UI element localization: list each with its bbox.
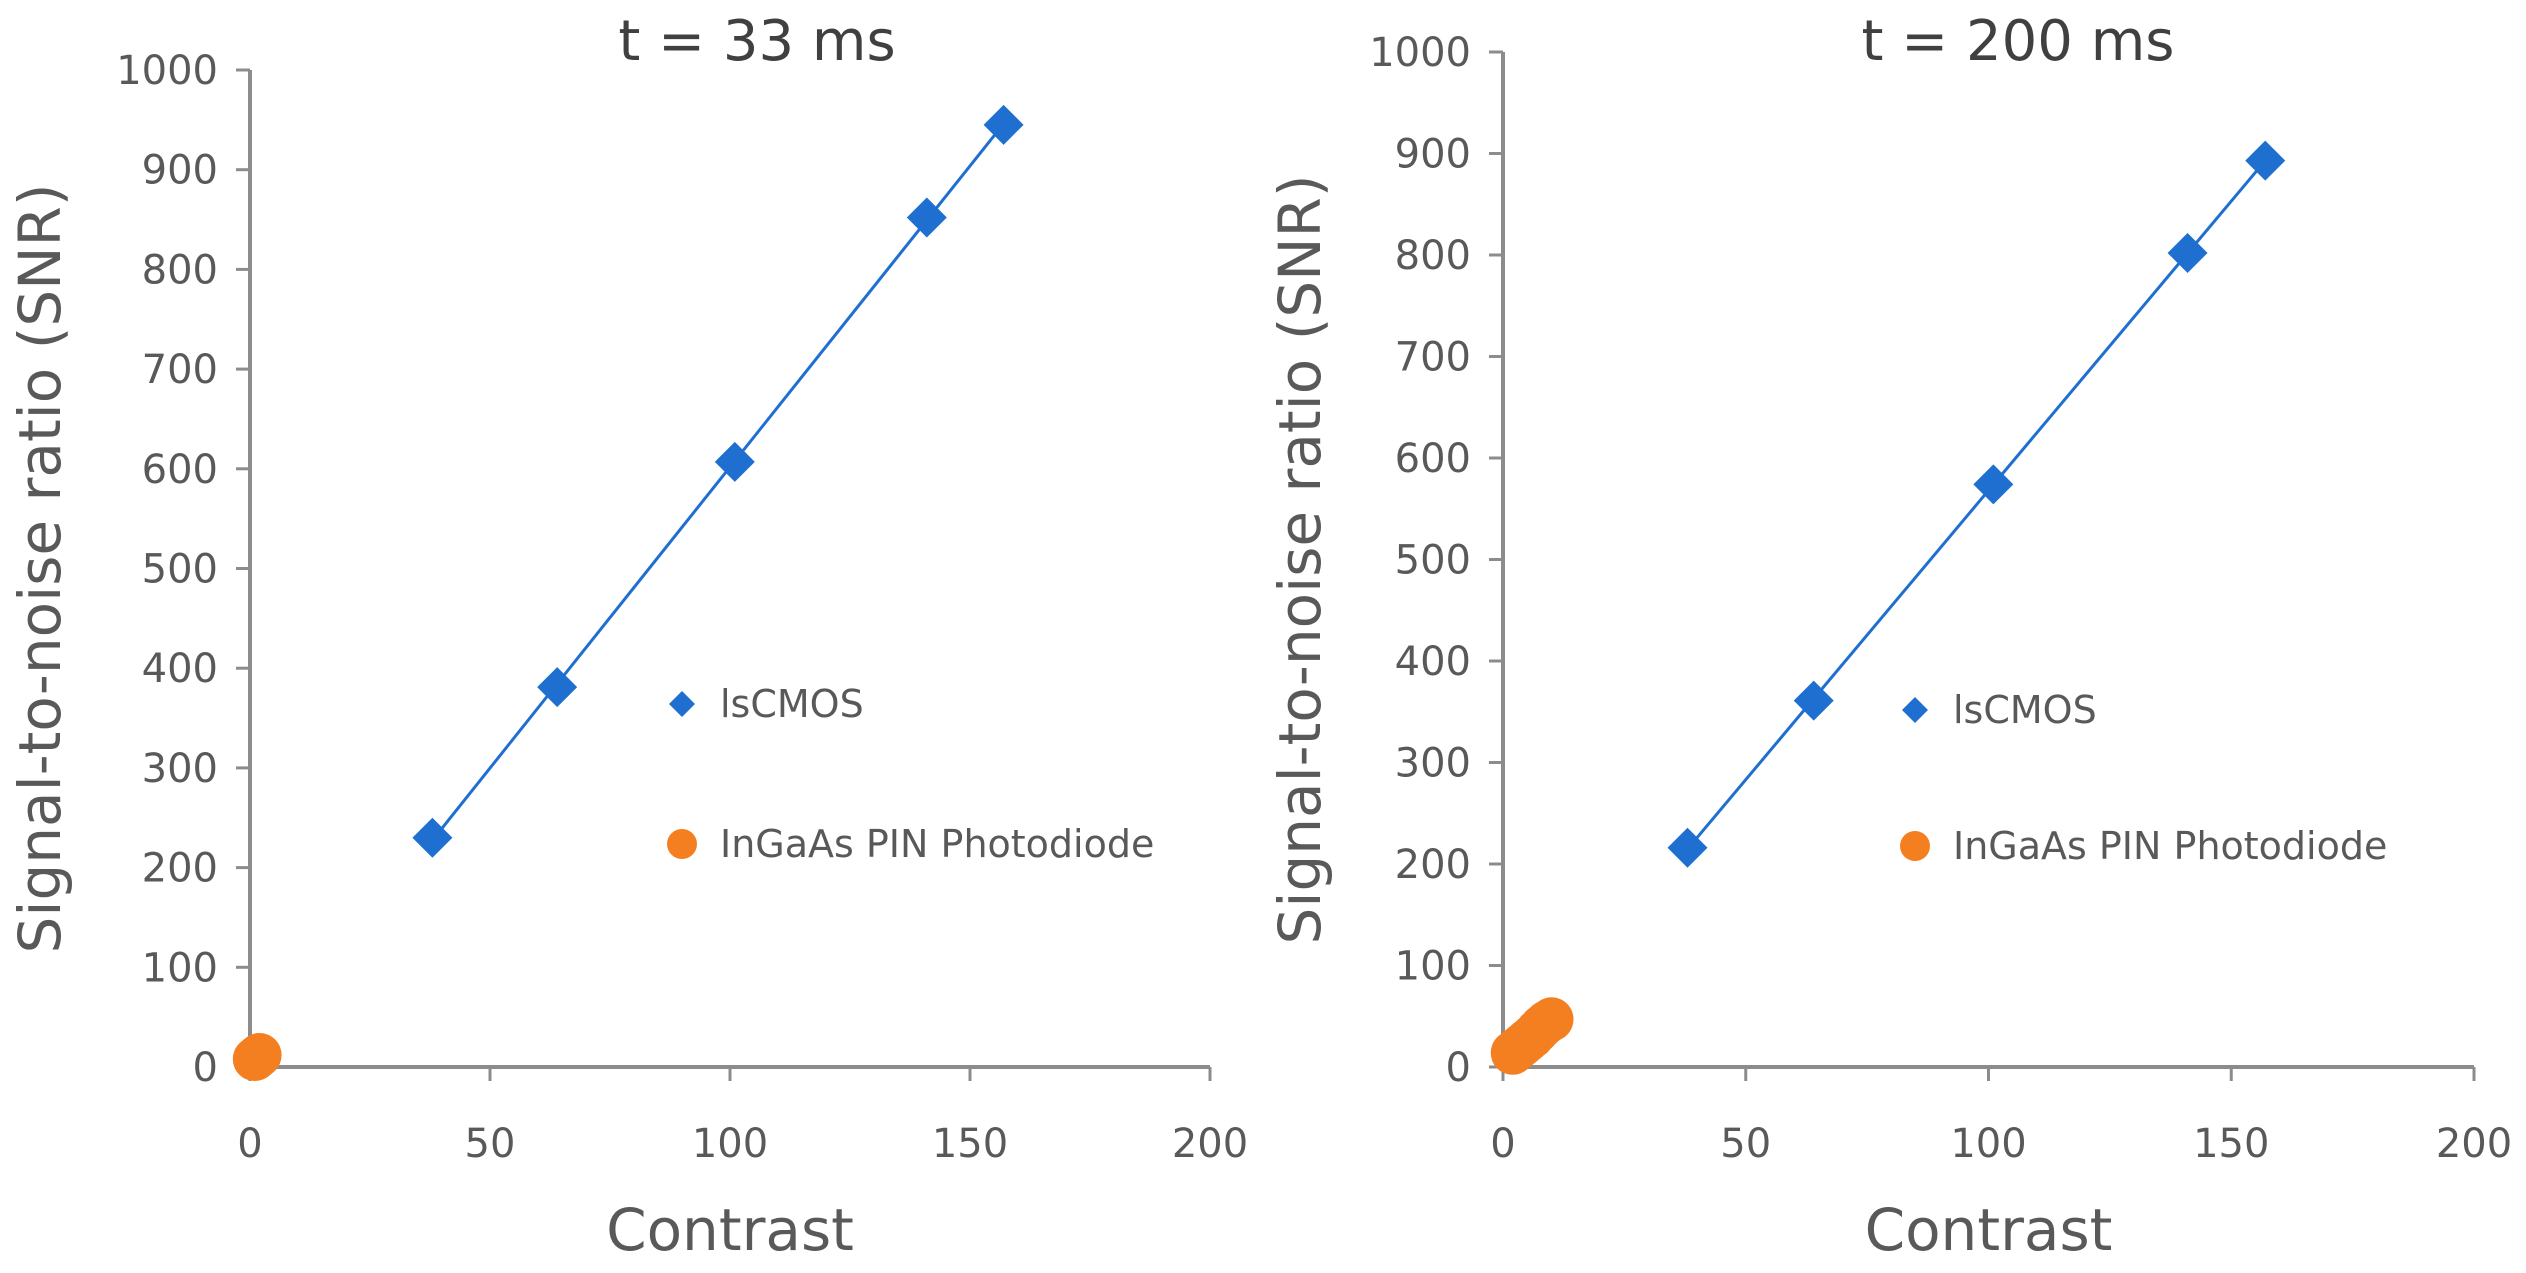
x-tick-label: 200	[2436, 1121, 2512, 1167]
y-tick-label: 100	[1395, 944, 1471, 990]
y-tick-label: 400	[1395, 639, 1471, 685]
y-tick-label: 500	[142, 547, 218, 593]
chart-left-33ms: t = 33 ms0100200300400500600700800900100…	[6, 9, 1248, 1264]
y-tick-label: 900	[142, 148, 218, 194]
x-tick-label: 0	[1490, 1121, 1515, 1167]
point-lscmos	[537, 667, 578, 708]
y-tick-label: 600	[1395, 436, 1471, 482]
y-tick-label: 0	[1446, 1045, 1471, 1091]
x-tick-label: 150	[2193, 1121, 2269, 1167]
point-lscmos	[983, 104, 1024, 145]
y-tick-label: 800	[142, 247, 218, 293]
x-tick-label: 0	[237, 1121, 262, 1167]
y-tick-label: 300	[1395, 741, 1471, 787]
legend-marker-lscmos	[1902, 697, 1928, 723]
chart-title: t = 200 ms	[1862, 9, 2175, 74]
x-tick-label: 150	[932, 1121, 1008, 1167]
y-tick-label: 700	[1395, 335, 1471, 381]
point-lscmos	[2245, 140, 2286, 181]
legend-label: InGaAs PIN Photodiode	[720, 822, 1154, 866]
y-tick-label: 0	[193, 1045, 218, 1091]
y-tick-label: 900	[1395, 132, 1471, 178]
y-axis-title: Signal-to-noise ratio (SNR)	[6, 184, 74, 954]
y-tick-label: 1000	[116, 48, 218, 94]
point-lscmos	[412, 817, 453, 858]
legend-marker-ingaas	[667, 829, 697, 859]
x-tick-label: 50	[1720, 1121, 1771, 1167]
x-tick-label: 100	[1950, 1121, 2026, 1167]
point-lscmos	[714, 441, 755, 482]
point-lscmos	[1973, 464, 2014, 505]
x-tick-label: 50	[465, 1121, 516, 1167]
point-ingaas	[237, 1033, 282, 1078]
point-ingaas	[1529, 997, 1574, 1042]
legend-label: InGaAs PIN Photodiode	[1953, 824, 2387, 868]
legend-label: lsCMOS	[720, 682, 864, 726]
point-lscmos	[1667, 827, 1708, 868]
y-tick-label: 600	[142, 447, 218, 493]
y-tick-label: 300	[142, 746, 218, 792]
x-tick-label: 200	[1172, 1121, 1248, 1167]
trendline-diamond	[1686, 159, 2267, 851]
y-tick-label: 200	[142, 846, 218, 892]
y-tick-label: 800	[1395, 233, 1471, 279]
legend-marker-lscmos	[669, 691, 695, 717]
point-lscmos	[906, 197, 947, 238]
y-tick-label: 200	[1395, 842, 1471, 888]
x-tick-label: 100	[692, 1121, 768, 1167]
legend-label: lsCMOS	[1953, 688, 2097, 732]
chart-right-200ms: t = 200 ms010020030040050060070080090010…	[1266, 9, 2512, 1264]
y-tick-label: 500	[1395, 538, 1471, 584]
x-axis-title: Contrast	[1865, 1196, 2113, 1264]
trendline-diamond	[431, 122, 1005, 842]
y-tick-label: 1000	[1369, 30, 1471, 76]
point-lscmos	[2167, 232, 2208, 273]
x-axis-title: Contrast	[606, 1196, 854, 1264]
y-axis-title: Signal-to-noise ratio (SNR)	[1266, 175, 1334, 945]
chart-title: t = 33 ms	[618, 9, 895, 74]
y-tick-label: 700	[142, 347, 218, 393]
point-lscmos	[1793, 680, 1834, 721]
y-tick-label: 100	[142, 945, 218, 991]
y-tick-label: 400	[142, 646, 218, 692]
legend-marker-ingaas	[1900, 831, 1930, 861]
